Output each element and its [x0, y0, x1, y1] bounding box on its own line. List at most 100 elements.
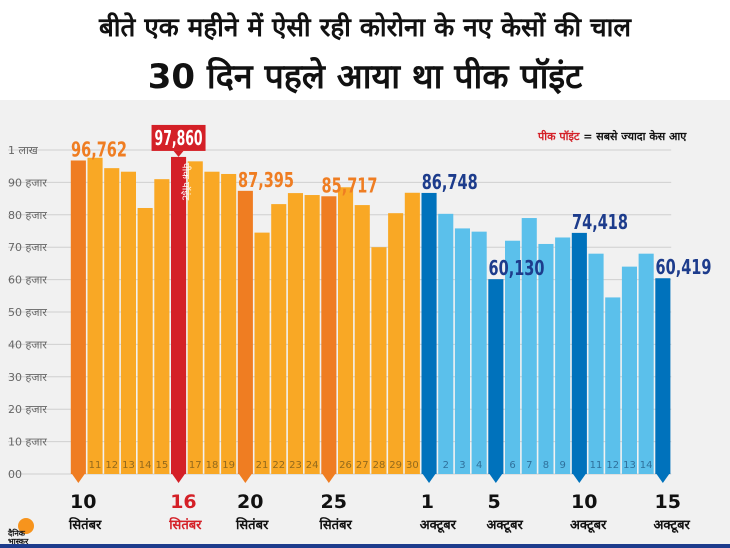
chart-title: बीते एक महीने में ऐसी रही कोरोना के नए क…: [98, 13, 632, 43]
bar: [354, 205, 370, 474]
bar-day-label: 2: [443, 460, 449, 471]
bar-day-label: 12: [606, 460, 619, 471]
bar-day-label: 17: [189, 460, 202, 471]
value-label: 87,395: [238, 168, 294, 192]
bar-day-label: 13: [623, 460, 636, 471]
bar-day-label: 3: [459, 460, 465, 471]
bar: [655, 278, 671, 474]
x-axis-month-label: अक्टूबर: [487, 518, 524, 533]
y-tick-label: 10 हजार: [8, 436, 47, 449]
y-tick-label: 20 हजार: [8, 403, 47, 416]
x-axis-day-label: 16: [170, 491, 196, 513]
x-axis-day-label: 15: [655, 491, 681, 513]
bar-day-label: 29: [389, 460, 402, 471]
axis-mark-pointer: [172, 474, 185, 483]
axis-mark-pointer: [489, 474, 503, 483]
bar: [204, 171, 220, 474]
x-axis-day-label: 10: [571, 491, 597, 513]
bottom-accent-bar: [0, 544, 730, 548]
bar-day-label: 26: [339, 460, 352, 471]
bar-day-label: 6: [509, 460, 515, 471]
x-axis-month-label: अक्टूबर: [570, 518, 607, 533]
x-axis-month-label: सितंबर: [168, 517, 202, 533]
bar: [505, 240, 521, 474]
bar: [104, 168, 120, 475]
bar: [154, 179, 170, 474]
bar-day-label: 28: [373, 460, 386, 471]
value-label: 60,419: [656, 255, 712, 279]
value-label: 97,860: [155, 126, 203, 150]
peak-bar-label: पीक पॉइंट: [180, 163, 192, 201]
chart-area: 00 10 हजार 20 हजार 30 हजार 40 हजार 50 हजार 60 …: [0, 100, 730, 548]
value-label: 86,748: [422, 170, 478, 194]
bar-day-label: 21: [256, 460, 269, 471]
bar-day-label: 27: [356, 460, 369, 471]
legend-note: पीक पॉइंट = सबसे ज्यादा केस आए: [538, 129, 686, 144]
bar: [588, 253, 604, 474]
peak-value-box: [151, 124, 206, 151]
bar: [621, 266, 637, 474]
value-label: 74,418: [572, 210, 628, 234]
chart-subtitle: 30 दिन पहले आया था पीक पॉइंट: [147, 57, 583, 97]
bar: [287, 193, 303, 474]
bar-day-label: 7: [526, 460, 532, 471]
bar-day-label: 12: [105, 460, 118, 471]
axis-mark-pointer: [72, 474, 85, 483]
bar: [171, 156, 187, 474]
legend-description: = सबसे ज्यादा केस आए: [579, 130, 687, 143]
x-axis-month-label: अक्टूबर: [420, 518, 457, 533]
bar-day-label: 14: [640, 460, 653, 471]
logo-text: दैनिक भास्कर: [8, 530, 28, 546]
bar: [237, 190, 253, 474]
bar: [304, 195, 320, 474]
bar-day-label: 15: [155, 460, 168, 471]
bar: [187, 161, 203, 474]
bar: [471, 231, 487, 474]
bar-day-label: 13: [122, 460, 135, 471]
bar: [70, 160, 86, 474]
bar: [371, 247, 387, 474]
bar: [538, 243, 554, 474]
bar-day-label: 9: [559, 460, 565, 471]
bar: [438, 213, 454, 474]
y-tick-label: 60 हजार: [8, 274, 47, 287]
bar: [388, 213, 404, 474]
axis-mark-pointer: [573, 474, 586, 483]
publisher-logo: दैनिक भास्कर: [8, 518, 44, 546]
logo-circle-icon: [18, 518, 34, 534]
x-axis-day-label: 5: [488, 491, 501, 513]
bar-day-label: 18: [206, 460, 219, 471]
x-axis-month-label: सितंबर: [68, 517, 102, 533]
peak-value-pointer: [173, 150, 184, 157]
axis-mark-pointer: [322, 474, 336, 483]
x-axis-month-label: अक्टूबर: [654, 518, 691, 533]
bar: [87, 157, 103, 474]
axis-mark-pointer: [422, 474, 436, 483]
header: बीते एक महीने में ऐसी रही कोरोना के नए क…: [0, 0, 730, 100]
bar: [321, 196, 337, 474]
bar-chart: 00 10 हजार 20 हजार 30 हजार 40 हजार 50 हजार 60 …: [8, 124, 712, 533]
bar: [137, 207, 153, 474]
logo-line1: दैनिक: [8, 529, 25, 538]
bar-day-label: 30: [406, 460, 419, 471]
bar: [254, 232, 270, 474]
value-label: 60,130: [489, 256, 545, 280]
bar: [421, 192, 437, 475]
y-tick-label: 90 हजार: [8, 176, 47, 189]
bar: [338, 187, 354, 474]
bar: [638, 253, 654, 474]
value-label: 85,717: [322, 173, 378, 197]
axis-mark-pointer: [239, 474, 252, 483]
bar-day-label: 23: [289, 460, 302, 471]
x-axis-day-label: 20: [237, 491, 263, 513]
bar-day-label: 22: [272, 460, 285, 471]
bar: [521, 218, 537, 474]
y-tick-label: 80 हजार: [8, 209, 47, 222]
bar: [120, 171, 136, 474]
y-tick-label: 00: [8, 468, 22, 481]
bar: [571, 232, 587, 474]
bar-day-label: 4: [476, 460, 482, 471]
value-label: 96,762: [71, 137, 127, 161]
bar: [454, 228, 470, 474]
bar-day-label: 11: [590, 460, 603, 471]
